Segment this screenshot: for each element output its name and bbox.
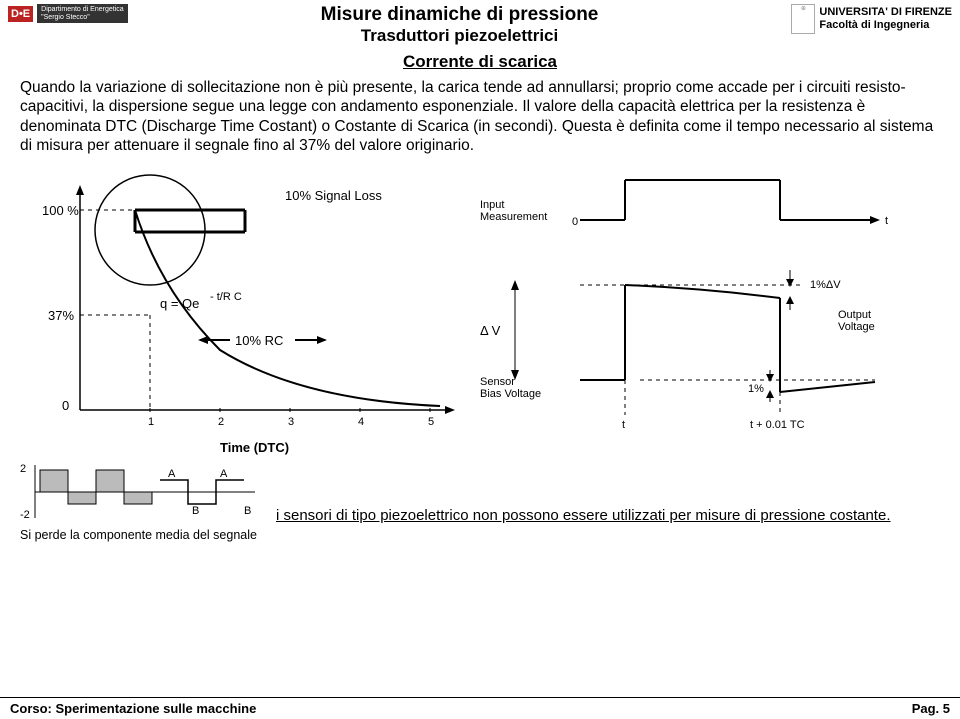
title-line-1: Misure dinamiche di pressione — [128, 4, 792, 26]
t1-label: t — [622, 419, 625, 430]
university-text: UNIVERSITA' DI FIRENZE Facoltà di Ingegn… — [819, 6, 952, 32]
rc10-label: 10% RC — [235, 333, 283, 348]
left-logo-block: D•E Dipartimento di Energetica "Sergio S… — [8, 4, 128, 23]
input-label: InputMeasurement — [480, 199, 547, 223]
t-axis-top: t — [885, 215, 888, 227]
mini-y2: 2 — [20, 463, 26, 475]
y-tick-100: 100 % — [42, 203, 79, 218]
body-paragraph: Quando la variazione di sollecitazione n… — [0, 72, 960, 160]
x-axis-label: Time (DTC) — [220, 440, 289, 455]
footer-right: Pag. 5 — [912, 701, 950, 716]
uni-line-1: UNIVERSITA' DI FIRENZE — [819, 6, 952, 19]
footnote: i sensori di tipo piezoelettrico non pos… — [276, 506, 891, 526]
dept-plate: Dipartimento di Energetica "Sergio Stecc… — [37, 4, 128, 23]
mini-chart-block: 2 -2 A B A B Si perde la componente medi… — [20, 460, 260, 542]
discharge-chart: Charge 100 % 37% 0 q = Qe - t/R C 10% Si… — [20, 160, 470, 460]
university-seal-icon: ⊕ — [791, 4, 815, 34]
bottom-row: 2 -2 A B A B Si perde la componente medi… — [0, 460, 960, 542]
input-zero: 0 — [572, 216, 578, 228]
footer-left: Corso: Sperimentazione sulle macchine — [10, 701, 256, 716]
delta-v-label: Δ V — [480, 323, 501, 338]
t2-label: t + 0.01 TC — [750, 419, 805, 430]
mini-ym2: -2 — [20, 509, 30, 521]
center-title: Misure dinamiche di pressione Trasduttor… — [128, 4, 792, 46]
de-badge: D•E — [8, 6, 33, 22]
y-tick-37: 37% — [48, 308, 74, 323]
xtick-2: 2 — [218, 416, 224, 428]
mini-a2: A — [220, 468, 228, 480]
mini-caption: Si perde la componente media del segnale — [20, 528, 260, 542]
page-header: D•E Dipartimento di Energetica "Sergio S… — [0, 0, 960, 46]
mini-b1: B — [192, 505, 199, 517]
mini-b2: B — [244, 505, 251, 517]
uni-line-2: Facoltà di Ingegneria — [819, 19, 952, 32]
formula-exp: - t/R C — [210, 291, 242, 303]
signal-loss-label: 10% Signal Loss — [285, 188, 382, 203]
pct1-label: 1% — [748, 383, 764, 395]
mini-chart-svg: 2 -2 A B A B — [20, 460, 260, 522]
right-uni-block: ⊕ UNIVERSITA' DI FIRENZE Facoltà di Inge… — [791, 4, 952, 34]
discharge-chart-svg: Charge 100 % 37% 0 q = Qe - t/R C 10% Si… — [20, 160, 470, 460]
title-line-2: Trasduttori piezoelettrici — [128, 26, 792, 46]
figures-row: Charge 100 % 37% 0 q = Qe - t/R C 10% Si… — [0, 160, 960, 460]
sensor-label: SensorBias Voltage — [480, 376, 541, 400]
xtick-1: 1 — [148, 416, 154, 428]
pct1dv-label: 1%ΔV — [810, 279, 841, 291]
formula-text: q = Qe — [160, 296, 199, 311]
step-response-svg: InputMeasurement 0 t Δ V OutputVoltage S… — [480, 170, 900, 430]
xtick-4: 4 — [358, 416, 364, 428]
step-response-chart: InputMeasurement 0 t Δ V OutputVoltage S… — [480, 170, 800, 430]
y-tick-0: 0 — [62, 398, 69, 413]
xtick-5: 5 — [428, 416, 434, 428]
section-subtitle: Corrente di scarica — [0, 52, 960, 72]
mini-a1: A — [168, 468, 176, 480]
page-footer: Corso: Sperimentazione sulle macchine Pa… — [0, 697, 960, 719]
xtick-3: 3 — [288, 416, 294, 428]
output-label: OutputVoltage — [838, 309, 875, 333]
